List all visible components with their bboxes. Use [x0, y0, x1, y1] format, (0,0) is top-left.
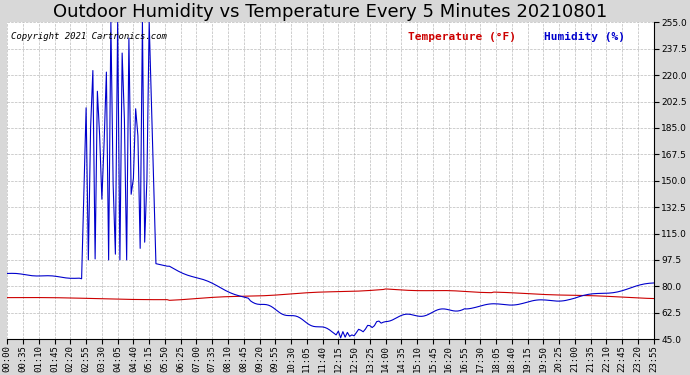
Text: Humidity (%): Humidity (%) [544, 32, 625, 42]
Title: Outdoor Humidity vs Temperature Every 5 Minutes 20210801: Outdoor Humidity vs Temperature Every 5 … [53, 3, 608, 21]
Text: Copyright 2021 Cartronics.com: Copyright 2021 Cartronics.com [10, 32, 166, 41]
Text: Temperature (°F): Temperature (°F) [408, 32, 516, 42]
